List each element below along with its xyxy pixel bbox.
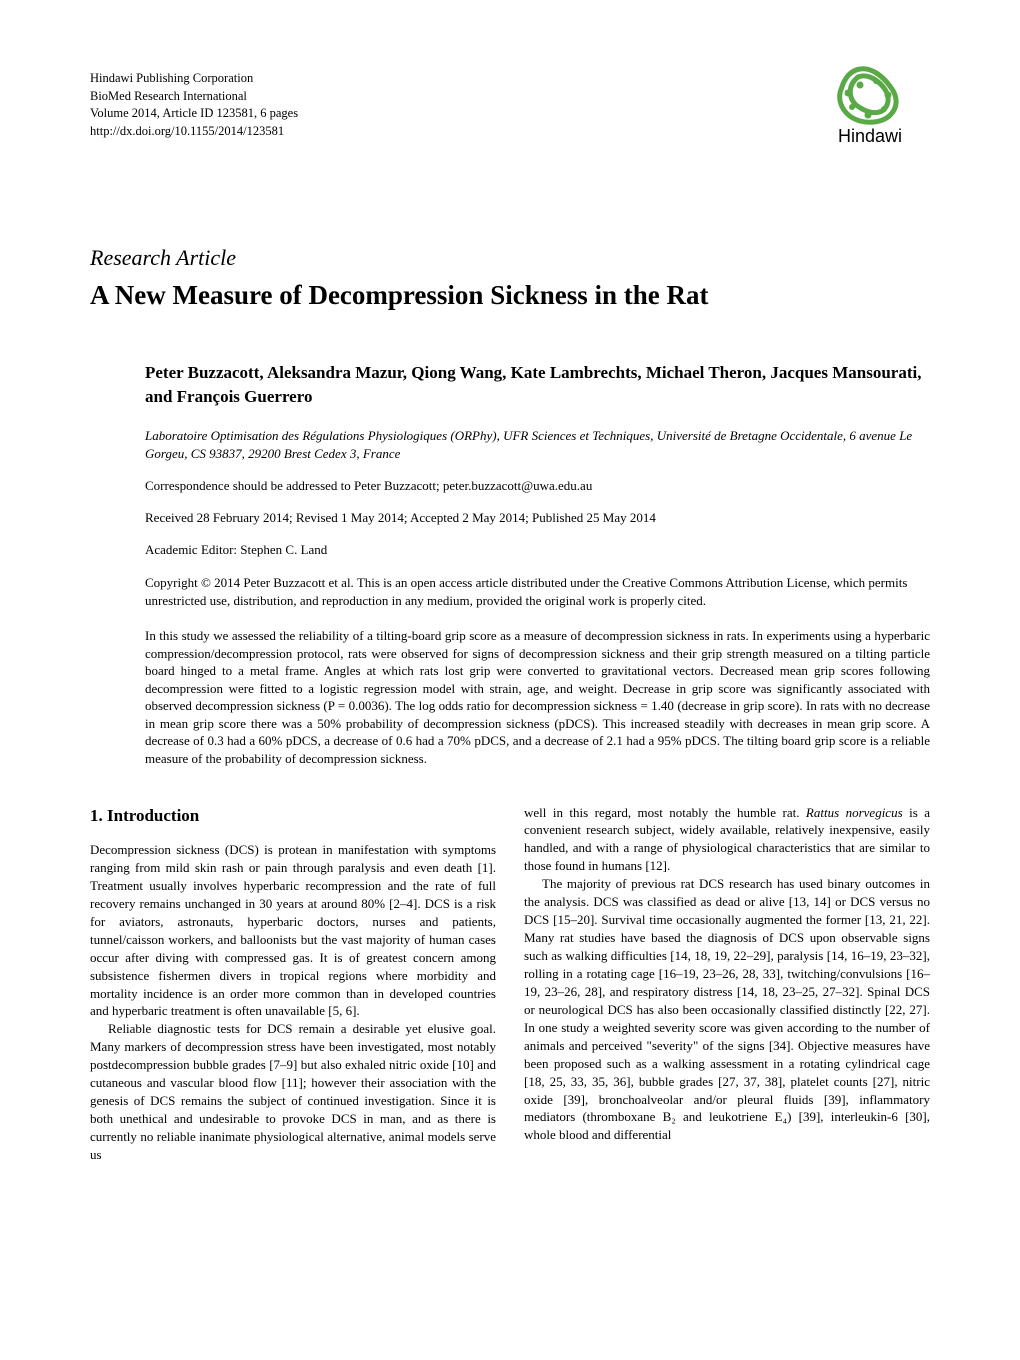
species-name: Rattus norvegicus — [806, 805, 903, 820]
logo-text: Hindawi — [838, 126, 902, 146]
article-dates: Received 28 February 2014; Revised 1 May… — [145, 510, 930, 526]
hindawi-logo-icon: Hindawi — [810, 60, 930, 160]
correspondence: Correspondence should be addressed to Pe… — [145, 478, 930, 494]
publisher-info: Hindawi Publishing Corporation BioMed Re… — [90, 70, 298, 140]
article-title: A New Measure of Decompression Sickness … — [90, 279, 930, 311]
intro-paragraph-4: The majority of previous rat DCS researc… — [524, 875, 930, 1144]
intro-paragraph-3: well in this regard, most notably the hu… — [524, 804, 930, 876]
para3-part-a: well in this regard, most notably the hu… — [524, 805, 806, 820]
affiliation: Laboratoire Optimisation des Régulations… — [145, 427, 930, 462]
intro-paragraph-2: Reliable diagnostic tests for DCS remain… — [90, 1020, 496, 1164]
right-column: well in this regard, most notably the hu… — [524, 804, 930, 1164]
journal-name: BioMed Research International — [90, 88, 298, 106]
intro-paragraph-1: Decompression sickness (DCS) is protean … — [90, 841, 496, 1020]
doi-link: http://dx.doi.org/10.1155/2014/123581 — [90, 123, 298, 141]
publisher-name: Hindawi Publishing Corporation — [90, 70, 298, 88]
academic-editor: Academic Editor: Stephen C. Land — [145, 542, 930, 558]
author-list: Peter Buzzacott, Aleksandra Mazur, Qiong… — [145, 361, 930, 409]
copyright-notice: Copyright © 2014 Peter Buzzacott et al. … — [145, 574, 930, 609]
article-type: Research Article — [90, 245, 930, 271]
page-header: Hindawi Publishing Corporation BioMed Re… — [90, 70, 930, 165]
abstract-text: In this study we assessed the reliabilit… — [145, 627, 930, 767]
volume-info: Volume 2014, Article ID 123581, 6 pages — [90, 105, 298, 123]
hindawi-logo: Hindawi — [810, 60, 930, 165]
body-columns: 1. Introduction Decompression sickness (… — [90, 804, 930, 1164]
section-heading-intro: 1. Introduction — [90, 804, 496, 827]
left-column: 1. Introduction Decompression sickness (… — [90, 804, 496, 1164]
